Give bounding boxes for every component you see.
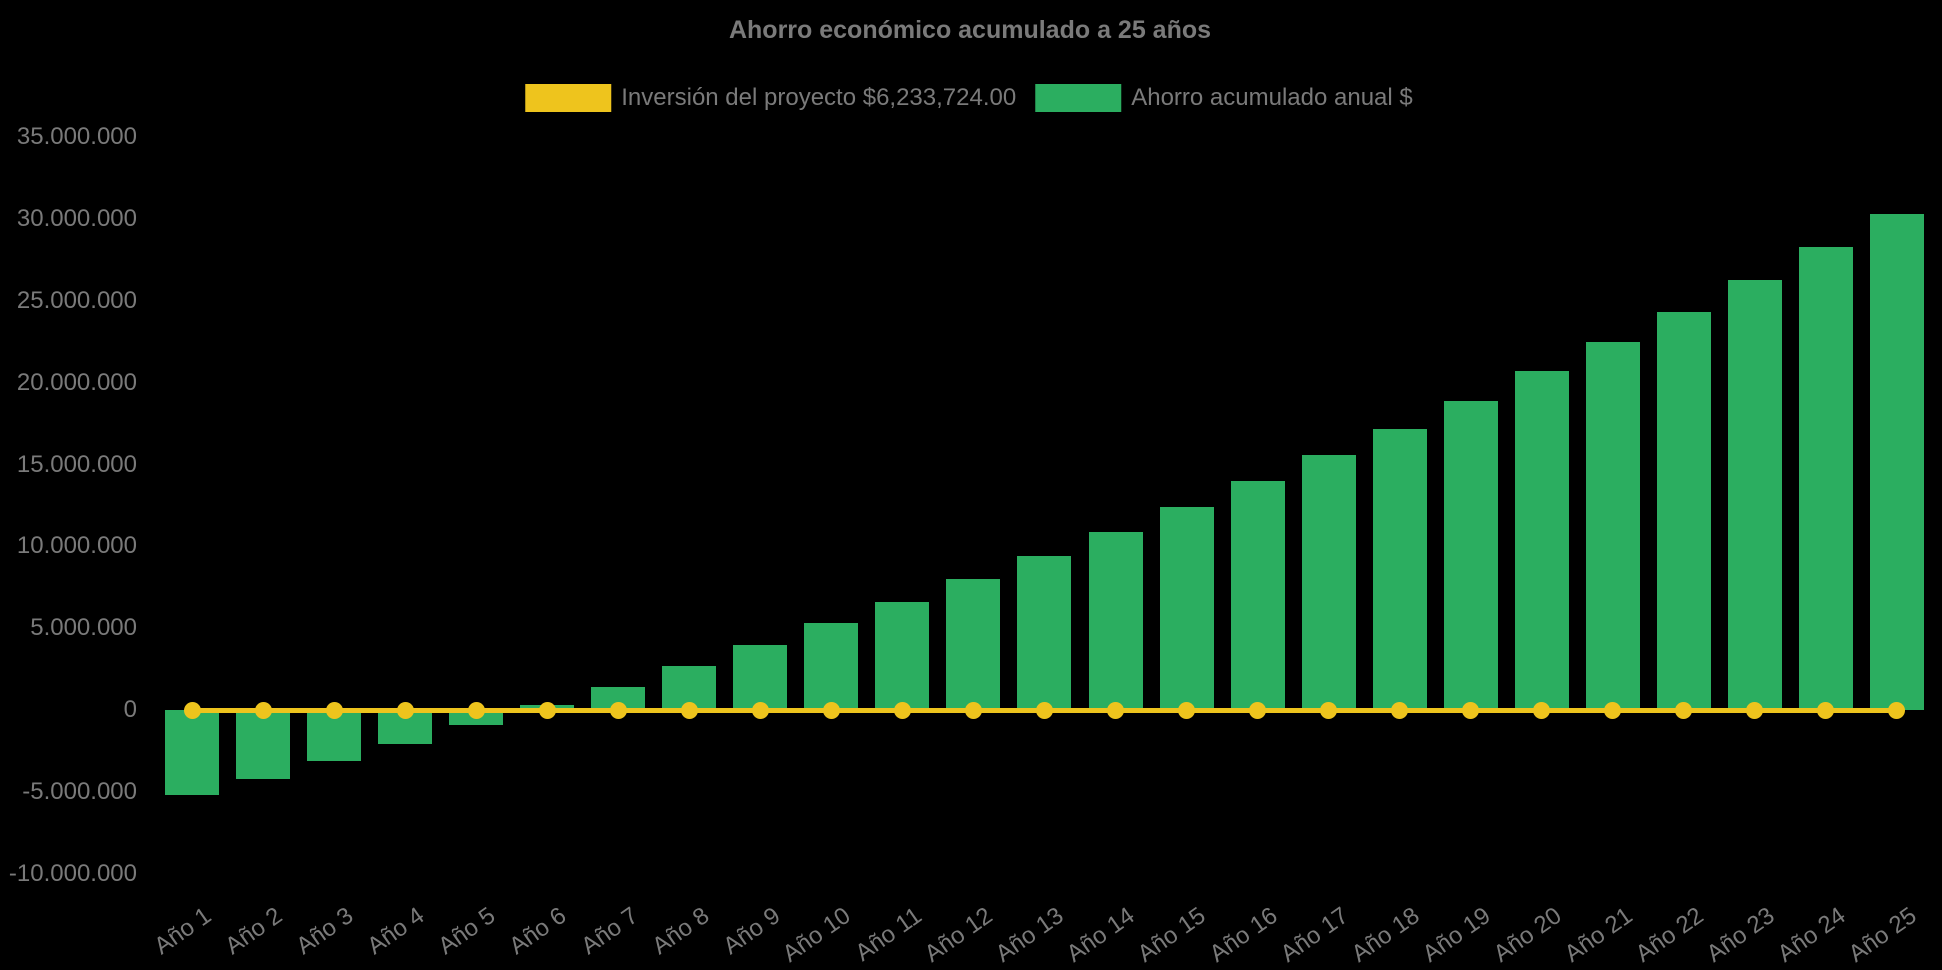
- x-tick-label-ano-24: Año 24: [1773, 902, 1851, 969]
- line-marker-ano-16-icon: [1249, 702, 1266, 719]
- line-marker-ano-21-icon: [1604, 702, 1621, 719]
- bar-ano-20: [1515, 371, 1569, 710]
- y-tick-label: 30.000.000: [0, 205, 137, 233]
- x-tick-label-ano-22: Año 22: [1631, 902, 1709, 969]
- x-tick-label-ano-20: Año 20: [1488, 902, 1566, 969]
- x-tick-label-ano-9: Año 9: [718, 902, 785, 961]
- bar-ano-19: [1444, 401, 1498, 710]
- x-tick-label-ano-4: Año 4: [363, 902, 430, 961]
- bar-ano-9: [733, 645, 787, 710]
- line-marker-ano-13-icon: [1036, 702, 1053, 719]
- y-tick-label: 10.000.000: [0, 532, 137, 560]
- line-marker-ano-12-icon: [965, 702, 982, 719]
- y-tick-label: -10.000.000: [0, 860, 137, 888]
- x-tick-label-ano-2: Año 2: [221, 902, 288, 961]
- line-marker-ano-19-icon: [1462, 702, 1479, 719]
- line-marker-ano-7-icon: [610, 702, 627, 719]
- plot-area: 35.000.000 30.000.000 25.000.000 20.000.000…: [0, 0, 1942, 970]
- bar-ano-2: [236, 710, 290, 779]
- bar-ano-17: [1302, 455, 1356, 710]
- bar-ano-16: [1231, 481, 1285, 710]
- line-marker-ano-18-icon: [1391, 702, 1408, 719]
- line-marker-ano-1-icon: [184, 702, 201, 719]
- line-marker-ano-2-icon: [255, 702, 272, 719]
- bar-ano-21: [1586, 342, 1640, 710]
- x-tick-label-ano-12: Año 12: [920, 902, 998, 969]
- bar-ano-10: [804, 623, 858, 710]
- x-tick-label-ano-15: Año 15: [1133, 902, 1211, 969]
- x-tick-label-ano-7: Año 7: [576, 902, 643, 961]
- x-tick-label-ano-10: Año 10: [778, 902, 856, 969]
- bar-ano-13: [1017, 556, 1071, 710]
- line-marker-ano-23-icon: [1746, 702, 1763, 719]
- line-marker-ano-24-icon: [1817, 702, 1834, 719]
- x-tick-label-ano-23: Año 23: [1702, 902, 1780, 969]
- bar-ano-12: [946, 579, 1000, 710]
- x-tick-label-ano-1: Año 1: [150, 902, 217, 961]
- bar-ano-15: [1160, 507, 1214, 710]
- x-tick-label-ano-3: Año 3: [292, 902, 359, 961]
- line-marker-ano-3-icon: [326, 702, 343, 719]
- y-tick-label: -5.000.000: [0, 778, 137, 806]
- bar-ano-25: [1870, 214, 1924, 710]
- y-tick-label: 20.000.000: [0, 369, 137, 397]
- line-marker-ano-5-icon: [468, 702, 485, 719]
- line-marker-ano-14-icon: [1107, 702, 1124, 719]
- y-tick-label: 15.000.000: [0, 451, 137, 479]
- line-marker-ano-15-icon: [1178, 702, 1195, 719]
- line-marker-ano-6-icon: [539, 702, 556, 719]
- line-marker-ano-25-icon: [1888, 702, 1905, 719]
- line-marker-ano-8-icon: [681, 702, 698, 719]
- bar-ano-1: [165, 710, 219, 795]
- bar-ano-22: [1657, 312, 1711, 710]
- bar-ano-18: [1373, 429, 1427, 710]
- line-marker-ano-11-icon: [894, 702, 911, 719]
- bar-ano-14: [1089, 532, 1143, 710]
- line-marker-ano-4-icon: [397, 702, 414, 719]
- bar-ano-24: [1799, 247, 1853, 710]
- x-tick-label-ano-18: Año 18: [1346, 902, 1424, 969]
- bar-ano-11: [875, 602, 929, 710]
- x-tick-label-ano-14: Año 14: [1062, 902, 1140, 969]
- y-tick-label: 0: [0, 696, 137, 724]
- x-tick-label-ano-19: Año 19: [1417, 902, 1495, 969]
- chart: Ahorro económico acumulado a 25 años Inv…: [0, 0, 1942, 970]
- x-tick-label-ano-6: Año 6: [505, 902, 572, 961]
- line-marker-ano-10-icon: [823, 702, 840, 719]
- x-tick-label-ano-13: Año 13: [991, 902, 1069, 969]
- bar-ano-23: [1728, 280, 1782, 710]
- y-tick-label: 5.000.000: [0, 614, 137, 642]
- line-marker-ano-9-icon: [752, 702, 769, 719]
- y-tick-label: 25.000.000: [0, 287, 137, 315]
- line-marker-ano-20-icon: [1533, 702, 1550, 719]
- x-tick-label-ano-17: Año 17: [1275, 902, 1353, 969]
- x-tick-label-ano-16: Año 16: [1204, 902, 1282, 969]
- line-marker-ano-22-icon: [1675, 702, 1692, 719]
- y-tick-label: 35.000.000: [0, 123, 137, 151]
- x-tick-label-ano-25: Año 25: [1844, 902, 1922, 969]
- x-tick-label-ano-21: Año 21: [1559, 902, 1637, 969]
- x-tick-label-ano-8: Año 8: [647, 902, 714, 961]
- x-tick-label-ano-11: Año 11: [851, 902, 928, 968]
- x-tick-label-ano-5: Año 5: [434, 902, 501, 961]
- line-marker-ano-17-icon: [1320, 702, 1337, 719]
